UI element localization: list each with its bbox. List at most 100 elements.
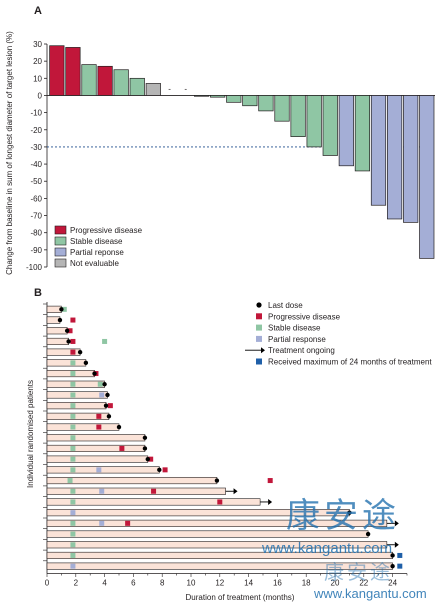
response-marker bbox=[70, 467, 76, 473]
patient-bar bbox=[46, 530, 369, 538]
response-marker bbox=[70, 563, 76, 569]
waterfall-bar bbox=[387, 95, 403, 220]
legend-label: Received maximum of 24 months of treatme… bbox=[268, 358, 432, 367]
last-dose-dot bbox=[145, 456, 150, 462]
panel-a-bars: -- bbox=[49, 45, 435, 259]
patient-bar bbox=[46, 444, 146, 453]
y-tick-label: -20 bbox=[30, 126, 42, 135]
last-dose-dot bbox=[83, 360, 89, 366]
panel-a-label: A bbox=[34, 5, 42, 17]
y-tick-label: -80 bbox=[30, 229, 42, 238]
response-marker bbox=[99, 520, 105, 526]
panel-b-legend: Last dose Progressive disease Stable disea… bbox=[245, 301, 432, 367]
patient-bar bbox=[46, 509, 350, 517]
response-marker bbox=[70, 360, 76, 366]
ongoing-arrow-head bbox=[394, 541, 399, 548]
response-marker bbox=[70, 520, 76, 526]
last-dose-dot bbox=[59, 307, 64, 312]
y-tick-label: 0 bbox=[38, 91, 43, 100]
waterfall-bar bbox=[274, 95, 290, 122]
legend-arrow-head bbox=[261, 347, 265, 354]
last-dose-dot bbox=[142, 435, 148, 440]
ongoing-arrow-head bbox=[394, 520, 399, 527]
legend-dot bbox=[256, 302, 262, 308]
patient-bar bbox=[46, 466, 160, 474]
x-tick-label: 8 bbox=[160, 579, 165, 588]
legend-label: Stable disease bbox=[70, 237, 123, 246]
panel-a-y-axis-label: Change from baseline in sum of longest d… bbox=[5, 31, 14, 275]
panel-b-swimmer-plot: B Individual randomised patients Duratio… bbox=[26, 287, 432, 602]
waterfall-bar bbox=[210, 95, 226, 98]
last-dose-dot bbox=[390, 553, 395, 558]
response-marker bbox=[125, 520, 131, 526]
y-tick-label: -50 bbox=[30, 177, 42, 186]
last-dose-dot bbox=[116, 424, 122, 430]
response-marker bbox=[70, 531, 76, 537]
legend-label: Treatment ongoing bbox=[268, 346, 335, 355]
response-marker bbox=[96, 424, 102, 430]
response-marker bbox=[61, 306, 67, 312]
response-marker bbox=[70, 424, 76, 430]
x-tick-label: 10 bbox=[187, 579, 196, 588]
legend-label: Partial reponse bbox=[70, 248, 124, 257]
last-dose-dot bbox=[142, 446, 148, 451]
legend-square bbox=[256, 358, 262, 365]
panel-a-legend: Progressive disease Stable disease Partial… bbox=[54, 225, 143, 268]
response-marker bbox=[217, 499, 223, 505]
response-marker bbox=[99, 488, 105, 494]
legend-label: Not evaluable bbox=[70, 259, 119, 268]
response-marker bbox=[70, 317, 76, 323]
legend-swatch bbox=[54, 236, 67, 246]
waterfall-bar bbox=[370, 95, 387, 206]
response-marker bbox=[70, 445, 76, 451]
waterfall-bar bbox=[81, 64, 97, 96]
last-dose-dot bbox=[214, 478, 220, 483]
panel-b-x-axis-label: Duration of treatment (months) bbox=[186, 593, 295, 602]
y-tick-label: 30 bbox=[33, 40, 42, 49]
waterfall-bar bbox=[226, 95, 242, 103]
y-tick-label: -70 bbox=[30, 212, 42, 221]
response-marker bbox=[67, 478, 73, 484]
patient-bar bbox=[46, 359, 87, 367]
legend-swatch bbox=[54, 225, 67, 235]
waterfall-bar bbox=[242, 95, 258, 107]
patient-bar bbox=[46, 423, 120, 431]
response-marker bbox=[397, 563, 403, 569]
response-marker bbox=[162, 467, 168, 473]
not-evaluable-marker: - bbox=[184, 84, 187, 93]
patient-bar bbox=[46, 541, 388, 549]
patient-bar bbox=[46, 402, 107, 410]
panel-b-label: B bbox=[34, 287, 42, 299]
legend-label: Partial response bbox=[268, 335, 326, 344]
patient-bar bbox=[46, 455, 149, 463]
waterfall-bar bbox=[129, 77, 145, 96]
legend-swatch bbox=[54, 258, 67, 268]
response-marker bbox=[96, 467, 102, 473]
patient-bar bbox=[46, 551, 393, 560]
waterfall-bar bbox=[258, 95, 274, 112]
legend-square bbox=[256, 313, 262, 320]
x-tick-label: 22 bbox=[359, 579, 368, 588]
ongoing-arrow-head bbox=[233, 488, 238, 495]
x-tick-label: 18 bbox=[302, 579, 311, 588]
last-dose-dot bbox=[157, 467, 162, 473]
response-marker bbox=[99, 392, 105, 398]
waterfall-bar bbox=[306, 95, 322, 148]
patient-bar bbox=[46, 434, 146, 442]
panel-b-patient-lanes bbox=[43, 302, 403, 574]
waterfall-bar bbox=[322, 95, 338, 156]
response-marker bbox=[70, 381, 76, 387]
response-marker bbox=[67, 328, 73, 334]
patient-bar bbox=[46, 327, 68, 335]
response-marker bbox=[397, 552, 403, 558]
response-marker bbox=[267, 478, 273, 484]
response-marker bbox=[70, 371, 76, 377]
x-tick-label: 14 bbox=[244, 579, 253, 588]
legend-label: Progressive disease bbox=[70, 226, 143, 235]
last-dose-dot bbox=[103, 403, 109, 408]
x-tick-label: 6 bbox=[131, 579, 136, 588]
response-marker bbox=[119, 445, 125, 451]
x-tick-label: 0 bbox=[45, 579, 50, 588]
response-marker bbox=[97, 381, 103, 387]
ongoing-arrow-head bbox=[268, 498, 273, 505]
